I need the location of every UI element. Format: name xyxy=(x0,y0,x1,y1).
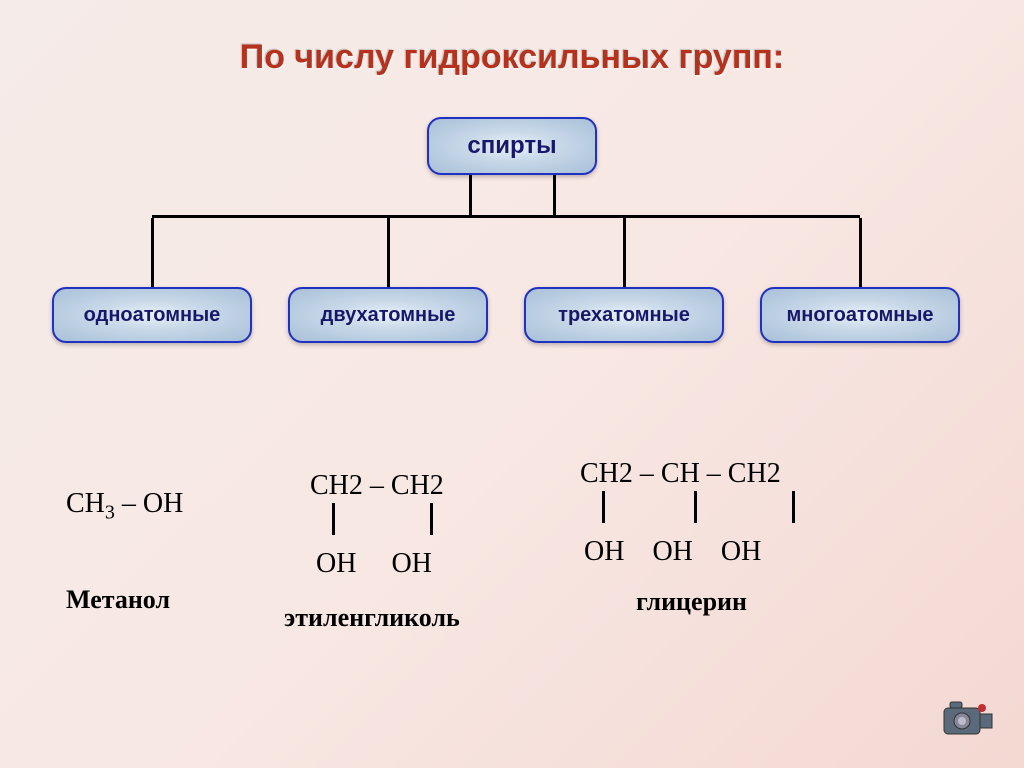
formula-glycerin-oh: OH OH OH xyxy=(584,535,761,569)
connector xyxy=(151,218,154,287)
child-node-2: трехатомные xyxy=(524,287,724,343)
child-label-0: одноатомные xyxy=(84,304,221,327)
child-label-1: двухатомные xyxy=(321,304,456,327)
formulas-area: CH3 – OH Метанол CH2 – CH2 OH OH этиленг… xyxy=(0,457,1024,717)
formula-methanol: CH3 – OH xyxy=(66,487,183,525)
formula-glycerin-line: CH2 – CH – CH2 xyxy=(580,457,781,491)
name-methanol: Метанол xyxy=(66,585,170,615)
root-node: спирты xyxy=(427,117,597,175)
bond xyxy=(792,491,795,523)
bond xyxy=(602,491,605,523)
connector xyxy=(387,218,390,287)
child-node-0: одноатомные xyxy=(52,287,252,343)
hierarchy-diagram: спирты одноатомные двухатомные трехатомные… xyxy=(0,117,1024,457)
connector xyxy=(623,218,626,287)
name-glycerin: глицерин xyxy=(636,587,747,617)
child-label-3: многоатомные xyxy=(786,304,933,327)
name-ethyleneglycol: этиленгликоль xyxy=(284,603,460,633)
connector xyxy=(553,175,556,215)
connector xyxy=(859,218,862,287)
formula-ethyleneglycol-line: CH2 – CH2 xyxy=(310,469,444,503)
formula-ethyleneglycol-oh: OH OH xyxy=(316,547,432,581)
child-label-2: трехатомные xyxy=(558,304,690,327)
bond xyxy=(332,503,335,535)
child-node-1: двухатомные xyxy=(288,287,488,343)
bond xyxy=(430,503,433,535)
connector xyxy=(469,175,472,215)
connector xyxy=(152,215,860,218)
page-title: По числу гидроксильных групп: xyxy=(0,0,1024,77)
formula-methanol-text: CH3 – OH xyxy=(66,488,183,519)
camera-icon xyxy=(942,700,996,740)
root-label: спирты xyxy=(467,132,556,160)
child-node-3: многоатомные xyxy=(760,287,960,343)
bond xyxy=(694,491,697,523)
